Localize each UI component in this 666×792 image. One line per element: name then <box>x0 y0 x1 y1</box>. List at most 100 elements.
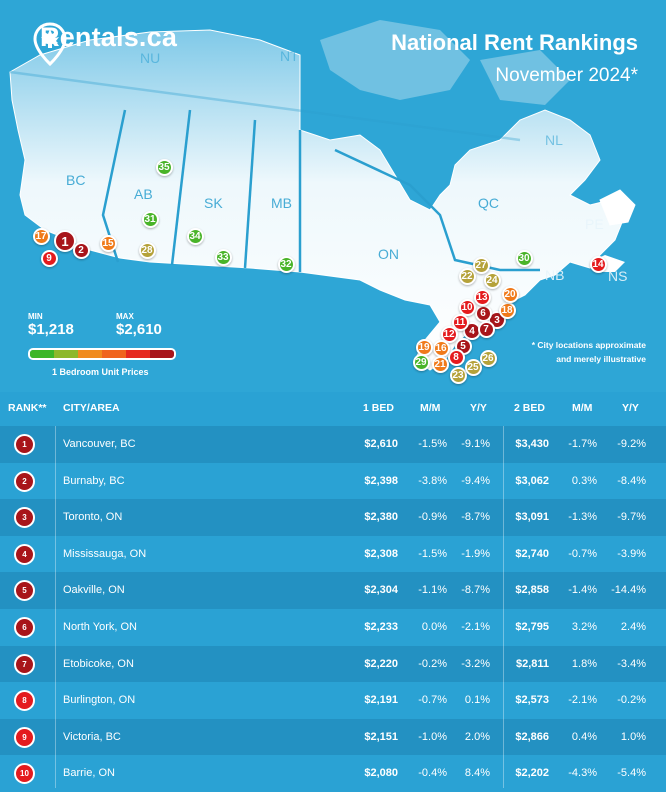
cell-mm2: 0.3% <box>571 474 597 487</box>
province-label-bc: BC <box>66 172 86 188</box>
cell-bed2: $2,866 <box>515 730 549 743</box>
cell-yy2: -14.4% <box>611 584 646 597</box>
city-marker-13: 13 <box>473 288 491 306</box>
cell-bed1: $2,220 <box>364 657 398 670</box>
cell-bed2: $2,795 <box>515 620 549 633</box>
province-label-mb: MB <box>271 195 292 211</box>
table-row: 1 Vancouver, BC $2,610 -1.5% -9.1% $3,430 -1.7… <box>0 426 666 463</box>
rank-badge: 7 <box>14 653 35 675</box>
cell-mm1: 0.0% <box>421 620 447 633</box>
col-yy1: Y/Y <box>470 402 487 414</box>
province-label-pe: PE <box>585 216 604 232</box>
legend-color-swatch <box>78 350 102 358</box>
province-label-sk: SK <box>204 195 223 211</box>
cell-mm1: -1.5% <box>418 547 447 560</box>
cell-yy1: 0.1% <box>464 694 490 707</box>
table-row: 4 Mississauga, ON $2,308 -1.5% -1.9% $2,740 -0… <box>0 535 666 573</box>
city-marker-19: 19 <box>415 338 433 356</box>
legend-color-swatch <box>102 350 126 358</box>
cell-mm1: -0.2% <box>418 657 447 670</box>
cell-yy1: -3.2% <box>461 657 490 670</box>
cell-city: Burnaby, BC <box>63 474 125 487</box>
col-mm2: M/M <box>572 402 593 414</box>
city-marker-26: 26 <box>479 349 497 367</box>
col-yy2: Y/Y <box>622 402 639 414</box>
legend-min-value: $1,218 <box>28 321 74 338</box>
page-subtitle: November 2024* <box>495 65 638 86</box>
col-city: CITY/AREA <box>63 402 120 414</box>
city-marker-20: 20 <box>501 285 519 303</box>
cell-yy2: -8.4% <box>617 474 646 487</box>
canada-map-graphic <box>9 20 636 371</box>
legend-color-swatch <box>54 350 78 358</box>
rankings-table: 1 Vancouver, BC $2,610 -1.5% -9.1% $3,430 -1.7… <box>0 426 666 792</box>
province-label-ns: NS <box>608 268 628 284</box>
city-marker-28: 28 <box>138 241 156 259</box>
table-row: 2 Burnaby, BC $2,398 -3.8% -9.4% $3,062 0.3% -8… <box>0 462 666 500</box>
cell-city: North York, ON <box>63 620 137 633</box>
arctic-islands <box>320 20 570 105</box>
col-rank: RANK** <box>8 402 47 414</box>
legend-caption: 1 Bedroom Unit Prices <box>52 367 149 377</box>
cell-bed2: $2,573 <box>515 694 549 707</box>
rank-badge: 8 <box>14 690 35 712</box>
location-note: * City locations approximate and merely … <box>531 340 646 364</box>
city-marker-10: 10 <box>458 298 476 316</box>
canada-landmass <box>9 29 626 371</box>
province-label-qc: QC <box>478 195 499 211</box>
column-divider <box>55 426 56 788</box>
cell-mm2: -1.3% <box>568 511 597 524</box>
city-marker-33: 33 <box>214 248 232 266</box>
rank-badge: 3 <box>14 507 35 529</box>
city-marker-6: 6 <box>474 304 492 322</box>
cell-yy2: -9.2% <box>617 438 646 450</box>
rank-badge: 1 <box>14 434 35 455</box>
cell-bed1: $2,191 <box>364 694 398 707</box>
legend-color-bar <box>28 348 176 360</box>
cell-city: Victoria, BC <box>63 730 121 743</box>
brand-logo[interactable]: Rentals.ca <box>32 22 177 66</box>
newfoundland <box>599 189 636 226</box>
cell-mm1: -1.5% <box>418 438 447 450</box>
cell-yy1: -9.4% <box>461 474 490 487</box>
city-marker-1: 1 <box>54 230 76 252</box>
city-marker-14: 14 <box>589 255 607 273</box>
legend-min-label: MIN <box>28 312 43 321</box>
cell-city: Toronto, ON <box>63 511 123 524</box>
legend-color-swatch <box>126 350 150 358</box>
cell-mm1: -0.9% <box>418 511 447 524</box>
cell-mm2: -4.3% <box>568 767 597 780</box>
cell-mm2: 3.2% <box>571 620 597 633</box>
rank-badge: 4 <box>14 543 35 565</box>
cell-mm2: -0.7% <box>568 547 597 560</box>
cell-yy1: -8.7% <box>461 584 490 597</box>
table-row: 10 Barrie, ON $2,080 -0.4% 8.4% $2,202 -4.3% -5… <box>0 755 666 792</box>
cell-yy2: -5.4% <box>617 767 646 780</box>
cell-yy2: -3.4% <box>617 657 646 670</box>
cell-bed2: $2,740 <box>515 547 549 560</box>
city-marker-17: 17 <box>32 227 50 245</box>
page-title: National Rent Rankings <box>391 30 638 55</box>
city-marker-16: 16 <box>432 339 450 357</box>
cell-bed1: $2,304 <box>364 584 398 597</box>
cell-bed1: $2,308 <box>364 547 398 560</box>
city-marker-15: 15 <box>99 234 117 252</box>
cell-mm1: -3.8% <box>418 474 447 487</box>
table-row: 6 North York, ON $2,233 0.0% -2.1% $2,795 3.2%… <box>0 608 666 646</box>
cell-yy1: -2.1% <box>461 620 490 633</box>
col-bed1: 1 BED <box>363 402 394 414</box>
province-label-nl: NL <box>545 132 563 148</box>
city-marker-32: 32 <box>277 255 295 273</box>
cell-yy1: -9.1% <box>461 438 490 450</box>
province-label-nb: NB <box>545 267 565 283</box>
cell-yy1: 8.4% <box>464 767 490 780</box>
city-marker-25: 25 <box>464 358 482 376</box>
city-marker-18: 18 <box>498 301 516 319</box>
cell-yy1: -8.7% <box>461 511 490 524</box>
cell-mm2: 1.8% <box>571 657 597 670</box>
cell-bed2: $2,811 <box>515 657 549 670</box>
city-marker-2: 2 <box>72 241 90 259</box>
province-label-ab: AB <box>134 186 153 202</box>
city-marker-34: 34 <box>186 227 204 245</box>
cell-bed1: $2,398 <box>364 474 398 487</box>
